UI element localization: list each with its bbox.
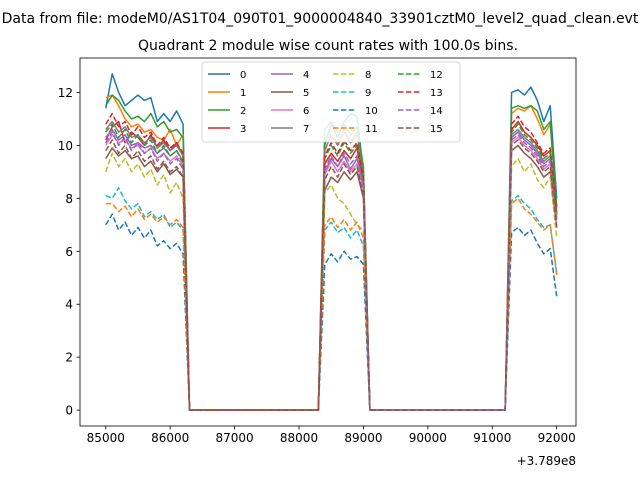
legend-label-9: 9 [365,88,371,99]
legend-label-13: 13 [430,88,443,99]
x-offset-label: +3.789e8 [517,454,576,468]
y-tick-label: 2 [65,351,73,365]
x-tick-label: 91000 [473,431,511,445]
legend-label-2: 2 [240,106,246,117]
series-line-13 [105,112,558,411]
legend-label-4: 4 [303,70,309,81]
x-tick-label: 85000 [87,431,125,445]
legend-label-8: 8 [365,70,371,81]
legend-label-10: 10 [365,106,378,117]
legend-label-12: 12 [430,70,443,81]
legend-box [201,61,461,143]
chart-title: Quadrant 2 module wise count rates with … [138,38,518,54]
x-tick-label: 87000 [216,431,254,445]
series-line-14 [105,131,558,411]
y-tick-label: 4 [65,298,73,312]
x-tick-label: 86000 [151,431,189,445]
x-tick-label: 92000 [538,431,576,445]
series-line-15 [105,139,558,411]
y-tick-label: 10 [58,139,73,153]
x-tick-label: 88000 [280,431,318,445]
y-tick-label: 8 [65,192,73,206]
y-tick-label: 12 [58,86,73,100]
series-line-8 [105,152,558,411]
axes-layer: 85000 86000 87000 88000 89000 90000 91000 92000… [58,57,577,445]
legend-label-7: 7 [303,124,309,135]
axes-frame [79,57,577,427]
legend-label-3: 3 [240,124,246,135]
legend-label-14: 14 [430,106,443,117]
figure-suptitle: Data from file: modeM0/AS1T04_090T01_900… [2,11,639,27]
x-tick-label: 89000 [344,431,382,445]
x-tick-label: 90000 [409,431,447,445]
legend-label-6: 6 [303,106,309,117]
legend-label-15: 15 [430,124,443,135]
legend-label-11: 11 [365,124,378,135]
y-tick-label: 0 [65,404,73,418]
series-line-9 [105,186,558,411]
legend-label-1: 1 [240,88,246,99]
legend-label-5: 5 [303,88,309,99]
legend-label-0: 0 [240,70,246,81]
y-tick-label: 6 [65,245,73,259]
